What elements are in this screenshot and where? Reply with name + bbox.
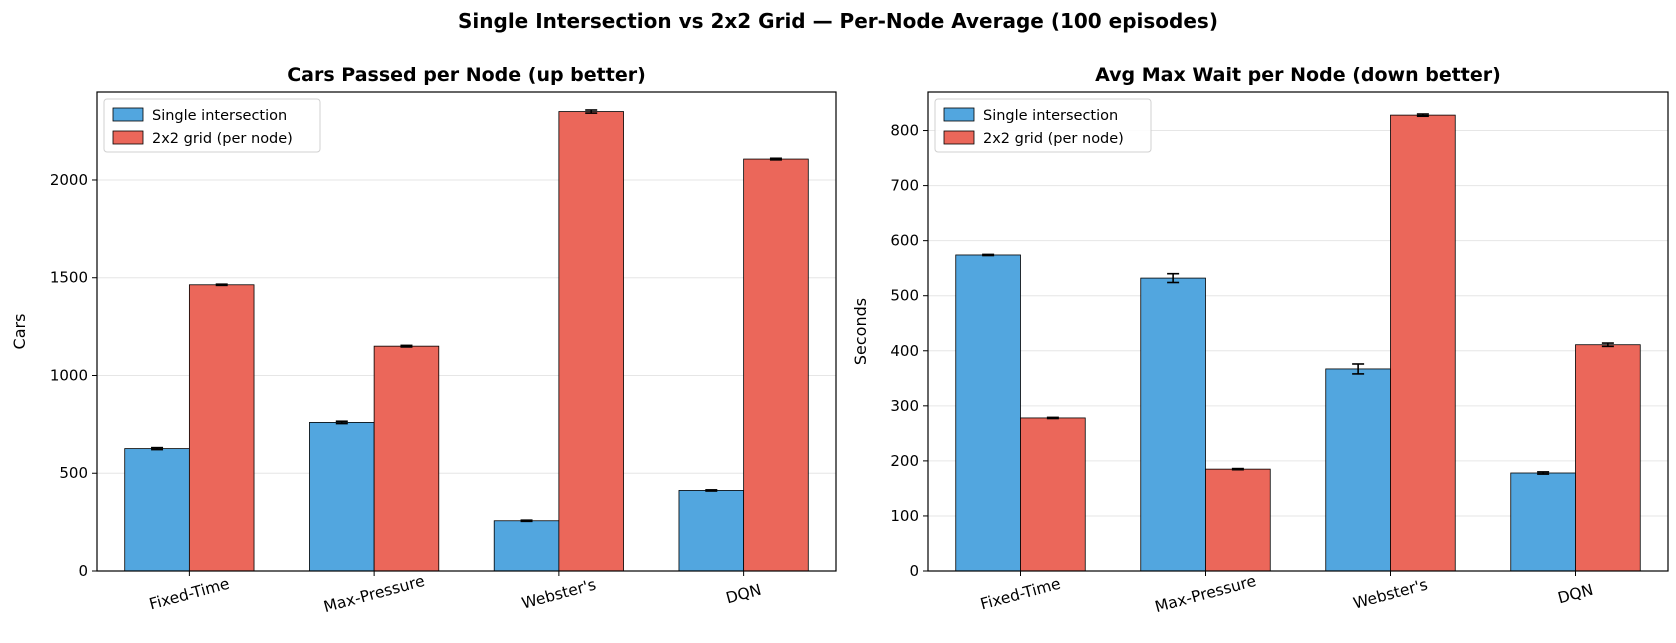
- bar: [955, 254, 1021, 572]
- chart-title: Avg Max Wait per Node (down better): [1095, 64, 1501, 86]
- y-tick-label: 200: [890, 452, 919, 470]
- y-tick-label: 800: [890, 122, 919, 140]
- bar: [1140, 277, 1206, 572]
- x-tick-label: Fixed-Time: [978, 575, 1062, 614]
- bar: [1575, 344, 1641, 572]
- x-tick-label: DQN: [1556, 581, 1595, 608]
- x-tick-label: Max-Pressure: [1153, 572, 1258, 616]
- bar: [1020, 417, 1086, 572]
- legend-swatch: [943, 130, 975, 145]
- legend-swatch: [112, 107, 144, 122]
- y-tick-label: 0: [78, 562, 88, 580]
- x-tick-label: Webster's: [1351, 575, 1429, 612]
- bar: [1205, 468, 1271, 572]
- bar: [188, 284, 255, 572]
- bar: [1510, 472, 1576, 572]
- y-axis-label: Cars: [10, 314, 29, 350]
- bar: [558, 111, 624, 572]
- y-tick-label: 2000: [50, 171, 88, 189]
- legend-label: Single intersection: [152, 108, 287, 124]
- y-tick-label: 600: [890, 232, 919, 250]
- bar: [124, 448, 190, 572]
- y-tick-label: 0: [909, 562, 919, 580]
- y-tick-label: 100: [890, 507, 919, 525]
- chart-title: Cars Passed per Node (up better): [287, 64, 646, 86]
- y-tick-label: 300: [890, 397, 919, 415]
- bar: [743, 158, 809, 572]
- bar: [373, 345, 440, 572]
- y-tick-label: 400: [890, 342, 919, 360]
- axes-frame: [927, 91, 1669, 572]
- bar: [309, 422, 375, 572]
- y-tick-label: 1500: [50, 269, 88, 287]
- axes-frame: [96, 91, 837, 572]
- bar: [1390, 114, 1456, 572]
- legend-label: 2x2 grid (per node): [152, 131, 293, 147]
- legend-box: [934, 98, 1152, 153]
- y-tick-label: 1000: [50, 366, 88, 384]
- y-tick-label: 700: [890, 177, 919, 195]
- legend-box: [103, 98, 321, 153]
- legend-label: Single intersection: [983, 108, 1118, 124]
- legend-swatch: [943, 107, 975, 122]
- legend-label: 2x2 grid (per node): [983, 131, 1124, 147]
- legend-swatch: [112, 130, 144, 145]
- bar: [1325, 368, 1391, 572]
- y-tick-label: 500: [890, 287, 919, 305]
- figure-suptitle: Single Intersection vs 2x2 Grid — Per-No…: [458, 9, 1218, 33]
- y-tick-label: 500: [59, 464, 88, 482]
- y-axis-label: Seconds: [851, 298, 870, 365]
- bar: [493, 520, 560, 572]
